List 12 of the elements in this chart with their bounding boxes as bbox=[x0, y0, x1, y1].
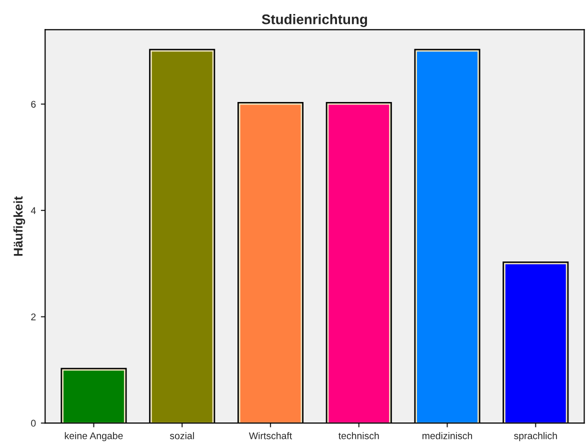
y-tick-label: 2 bbox=[31, 313, 36, 320]
x-tick-label: sprachlich bbox=[514, 432, 557, 442]
x-tick-label: technisch bbox=[338, 432, 379, 440]
x-tick-label: medizinisch bbox=[422, 432, 472, 440]
y-tick-label: 4 bbox=[30, 207, 36, 214]
x-tick-label: keine Angabe bbox=[64, 432, 123, 442]
chart-title: Studienrichtung bbox=[262, 14, 367, 28]
x-tick-label: sozial bbox=[170, 432, 194, 440]
y-tick-label: 6 bbox=[31, 100, 36, 108]
y-tick-label: 0 bbox=[31, 420, 36, 427]
x-tick-label: Wirtschaft bbox=[248, 432, 292, 440]
y-axis-title: Häufigkeit bbox=[13, 196, 26, 256]
